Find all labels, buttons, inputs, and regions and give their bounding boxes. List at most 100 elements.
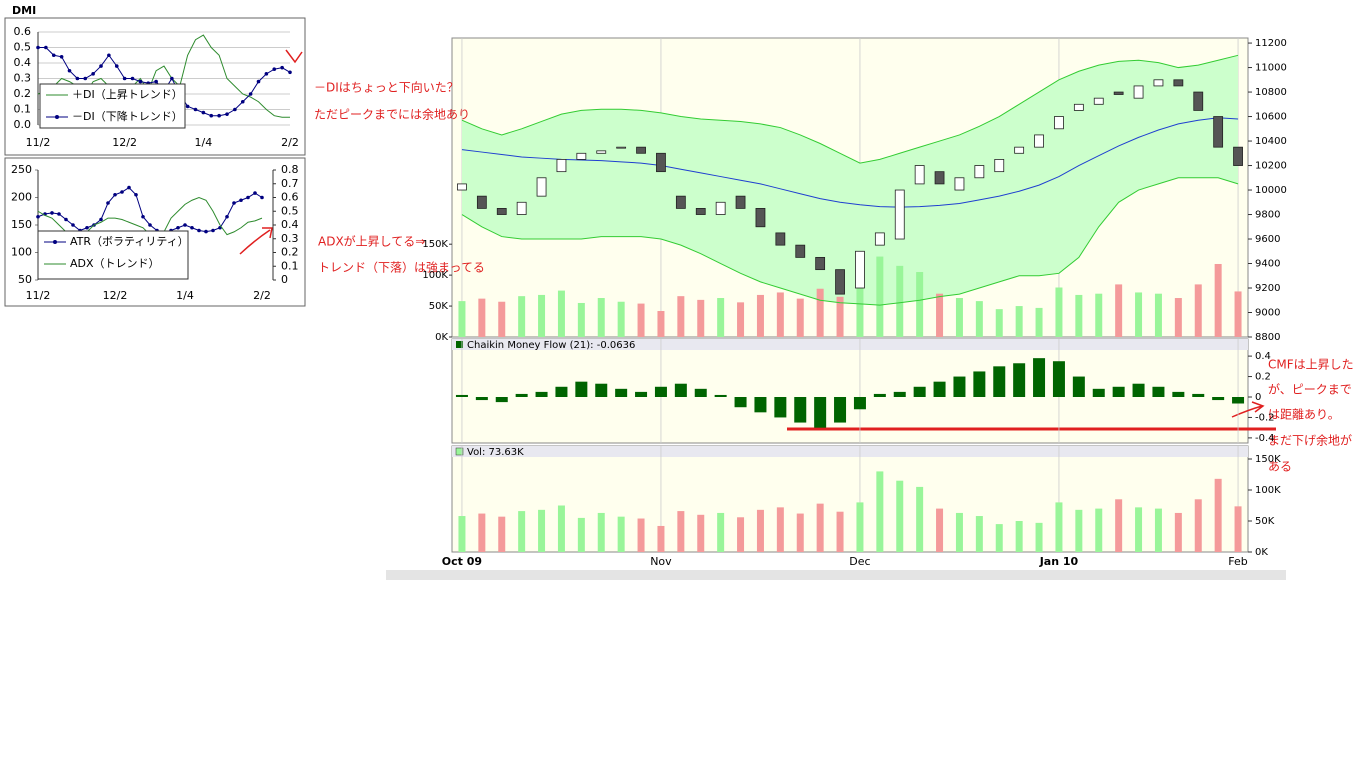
y-tick-label: 9600 [1255,234,1280,245]
candle [874,232,885,246]
candle [934,171,945,185]
annotation: ADXが上昇してる⇒ [318,234,425,249]
bar [1174,512,1182,552]
y-tick-label: 150 [11,218,32,231]
point [83,76,88,81]
bar [776,507,784,552]
bar [1192,393,1205,397]
bar [654,386,667,397]
y-tick-label: 0.6 [14,25,32,38]
legend-label: －DI（下降トレンド） [72,109,183,123]
y-tick-label: 0.2 [1255,372,1271,383]
y-tick-label: -0.2 [1255,412,1275,423]
point [197,228,201,233]
volume-bar [836,296,844,337]
bar [794,397,807,423]
bar [953,376,966,397]
annotation: は距離あり。 [1268,408,1340,422]
bar [955,512,963,552]
y-tick-label: 9000 [1255,308,1280,319]
annotation-arrow [285,49,303,64]
point [209,113,214,118]
bar [876,471,884,552]
candle [795,244,806,258]
volume-bar [498,301,506,337]
candle [576,152,587,160]
band-line [461,177,1239,306]
x-tick-label: Oct 09 [442,555,482,568]
bar [498,516,506,552]
bar [1092,388,1105,397]
bar [814,397,827,428]
point [67,68,72,73]
bar [995,524,1003,552]
annotation: まだ下げ余地が [1268,433,1352,448]
y-tick-label: 0.0 [14,118,32,131]
x-tick-label: Feb [1228,555,1247,568]
y-tick-label: 0.5 [14,41,32,54]
y-tick-label: 8800 [1255,332,1280,343]
point [120,190,124,194]
point [240,99,245,104]
bar [697,514,705,552]
y-tick-label: 100 [11,246,32,259]
bar [1234,506,1242,552]
y-tick-label: 100K [1255,485,1281,496]
y-tick-label: 11200 [1255,38,1287,49]
y-tick-label: 0.2 [14,87,32,100]
bar [555,386,568,397]
y-tick-label: 0.1 [14,103,32,116]
candle [1054,116,1064,130]
bar [615,388,628,397]
y-tick-label: 0.3 [14,72,32,85]
point [50,211,54,215]
volume-bar [995,309,1003,337]
point [141,214,145,219]
candle [1113,91,1124,95]
point [44,45,48,50]
point [36,45,40,50]
annotation: トレンド（下落）は強まってる [318,261,485,275]
volume-bar [1015,306,1023,337]
point [71,223,75,227]
point [288,70,292,75]
volume-bar [1095,293,1103,337]
bar [637,518,645,552]
bar [1132,383,1145,397]
volume-bar [796,298,804,337]
bar [518,511,526,552]
point [51,53,56,58]
y-tick-label: 10400 [1255,136,1287,147]
y2-tick-label: 0 [281,273,288,286]
y2-tick-label: 0.6 [281,191,299,204]
volume-bar [1194,284,1202,337]
y2-tick-label: 0.3 [281,232,299,245]
bar [495,397,508,403]
volume-bar [936,293,944,337]
x-tick-label: 1/4 [195,136,213,149]
point [36,214,40,219]
candle [715,201,726,215]
chart-title: DMI [12,4,36,17]
volume-bar [1214,263,1222,337]
x-tick-label: Nov [650,555,672,568]
annotation: ある [1268,460,1292,474]
volume-bar [756,294,764,337]
bar [1015,521,1023,552]
bar [1135,507,1143,552]
annotation: が、ピークまで [1268,382,1352,397]
y2-tick-label: 0.5 [281,204,299,217]
x-tick-label: 2/2 [281,136,299,149]
candle [1173,79,1184,87]
bar [1035,522,1043,552]
legend-label: ADX（トレンド） [70,257,160,270]
volume-bar [717,298,725,337]
volume-bar [1135,292,1143,337]
bar [1152,386,1165,397]
bar [674,383,687,397]
bar [737,517,745,552]
candle [476,195,487,209]
bar [478,513,486,552]
candle [775,232,786,246]
